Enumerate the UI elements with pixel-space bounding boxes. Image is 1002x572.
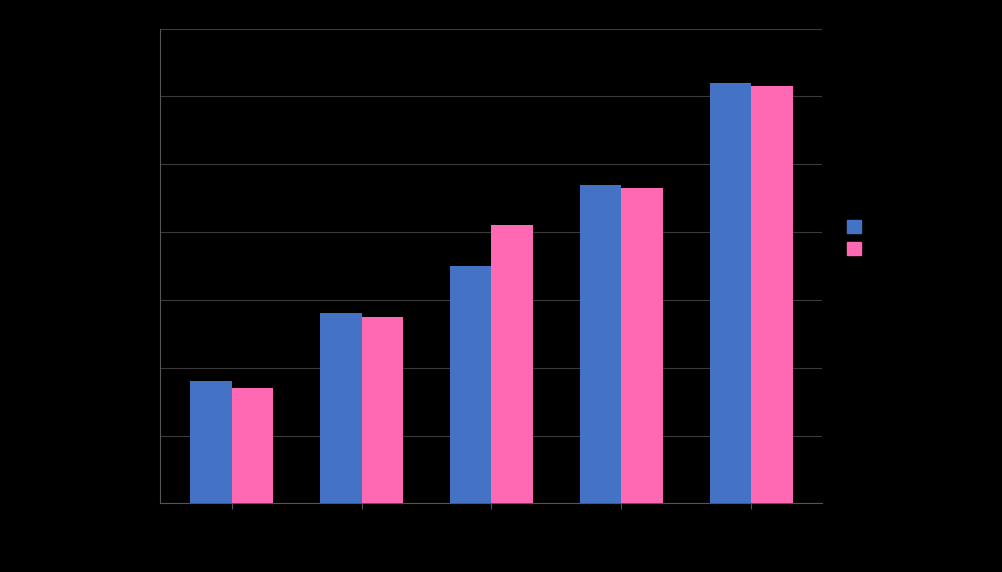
- Bar: [579, 185, 620, 503]
- Bar: [450, 266, 491, 503]
- Bar: [708, 83, 750, 503]
- Bar: [362, 317, 403, 503]
- Bar: [190, 382, 231, 503]
- Bar: [491, 225, 532, 503]
- Bar: [320, 313, 362, 503]
- Bar: [231, 388, 274, 503]
- Bar: [750, 86, 792, 503]
- Legend: , : ,: [842, 216, 870, 261]
- Bar: [620, 188, 662, 503]
